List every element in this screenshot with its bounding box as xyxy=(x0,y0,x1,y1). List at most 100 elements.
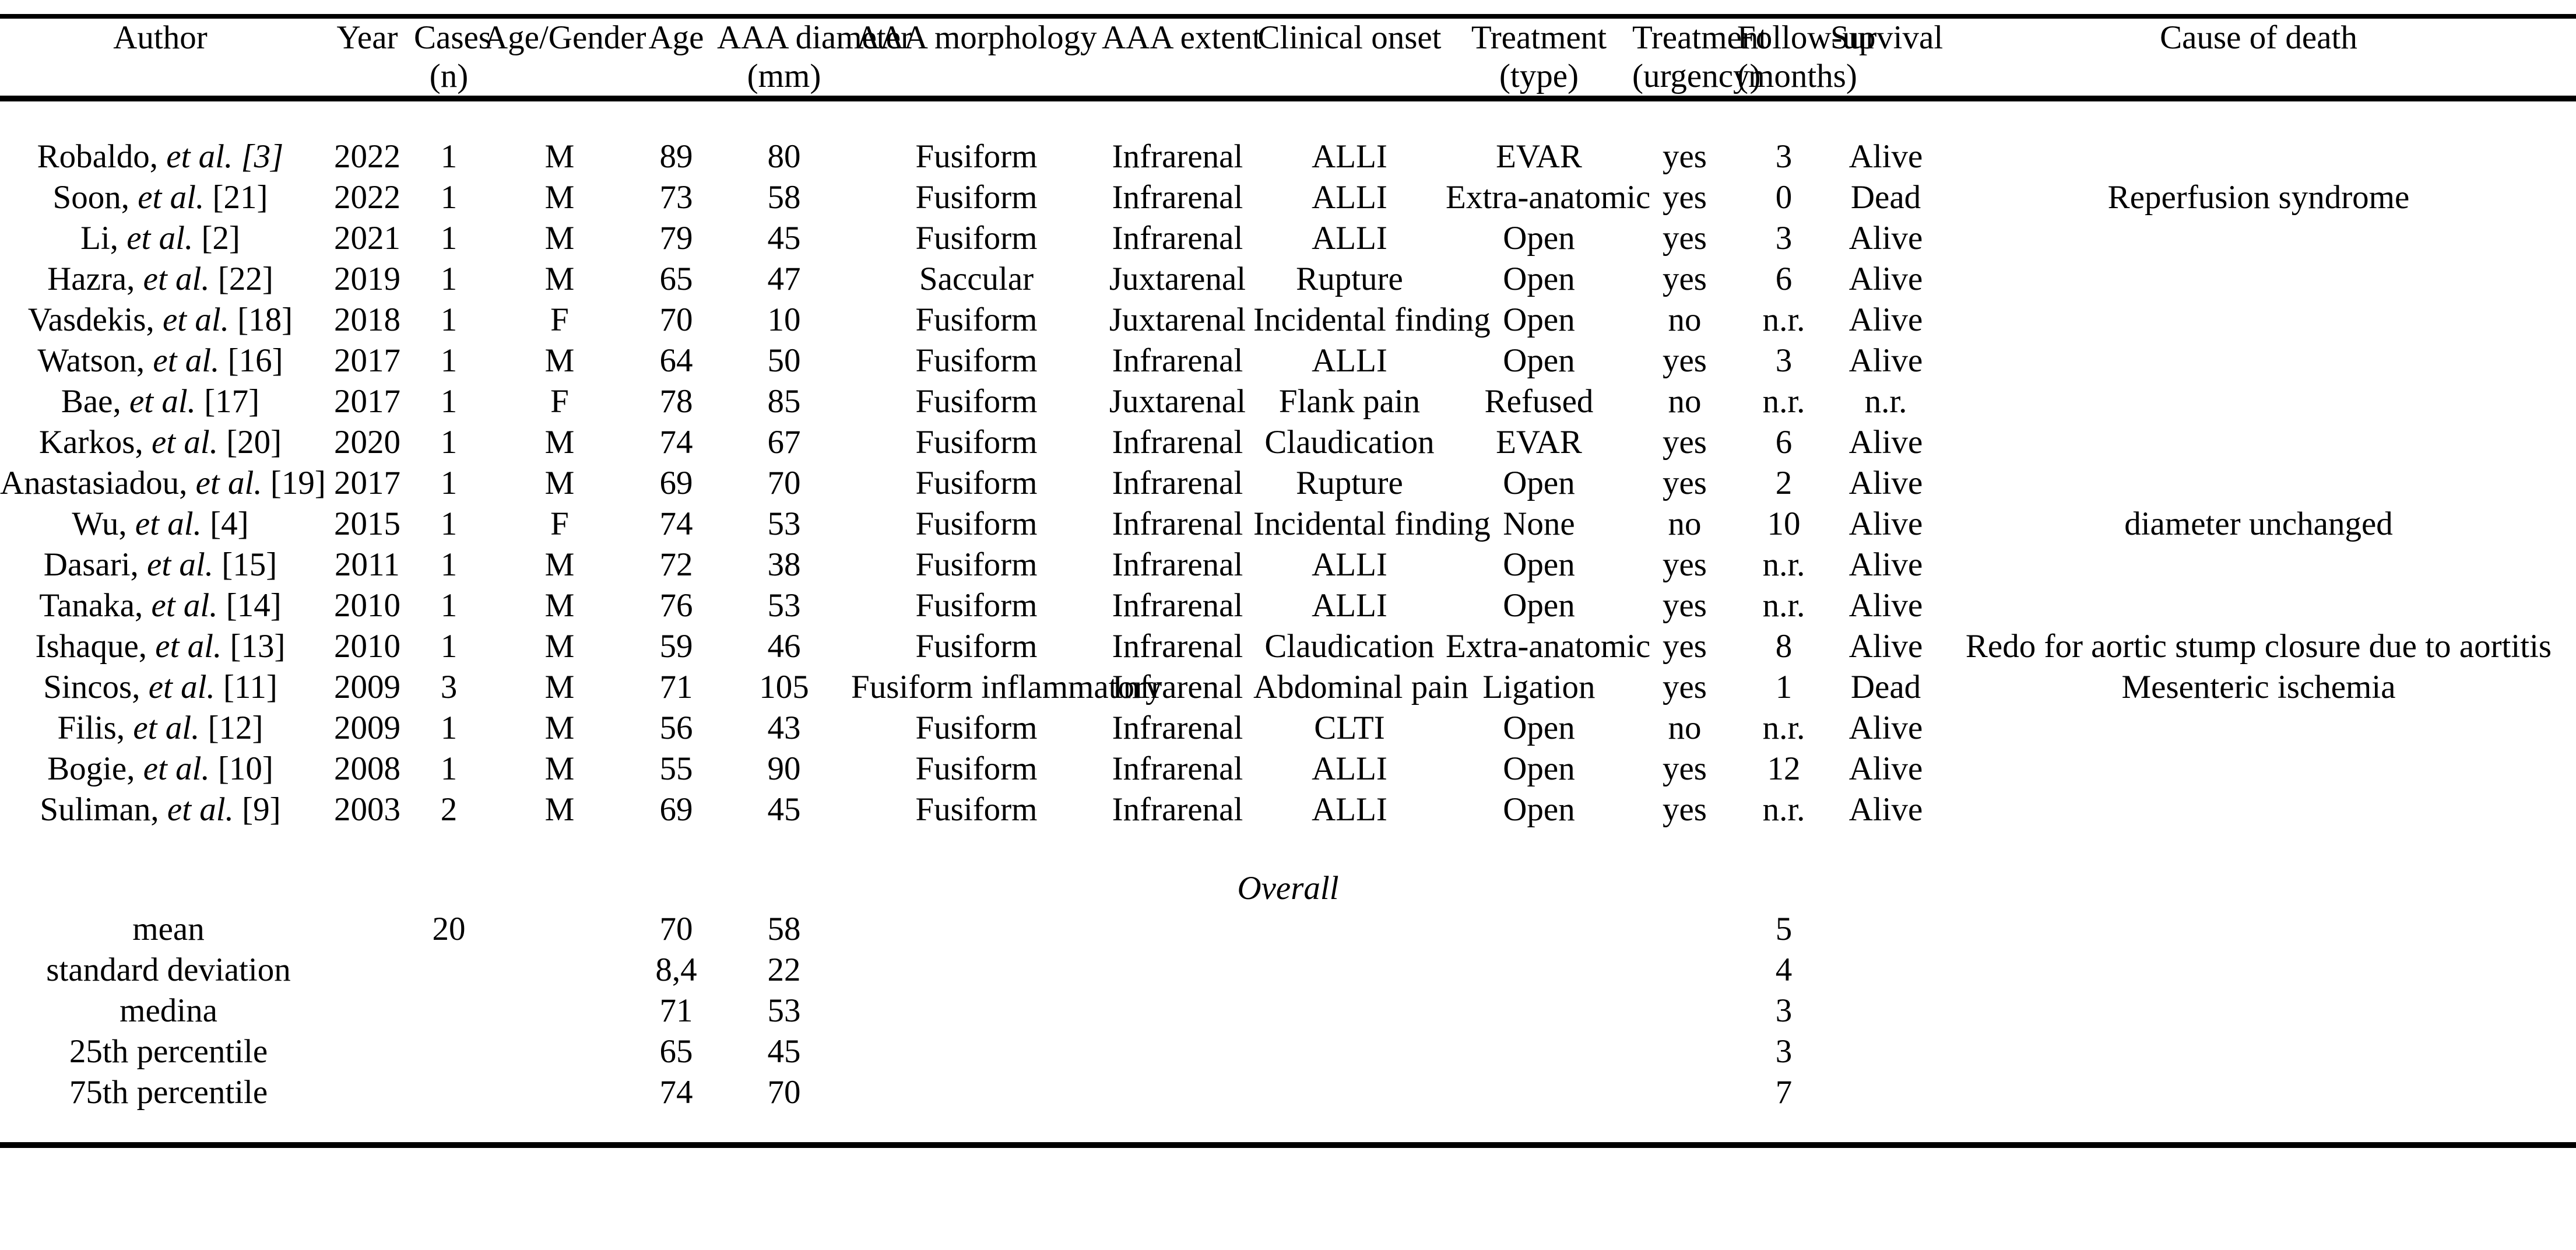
cell-morphology: Fusiform xyxy=(915,301,1038,338)
author-reference: [20] xyxy=(226,424,282,461)
cell-treatment: Extra-anatomic xyxy=(1446,179,1651,216)
cell-cause xyxy=(1941,300,2576,340)
author-reference: [10] xyxy=(217,750,273,787)
cell-gender: M xyxy=(544,261,575,297)
spacer-row xyxy=(0,830,2576,868)
table-row: Filis, et al. [12] 2009 1 M 56 43 Fusiform Infr… xyxy=(0,708,2576,749)
column-header-followup: Follow-up (months) xyxy=(1737,14,1876,101)
summary-cell-treatment xyxy=(1446,950,1632,991)
cell-treatment: Open xyxy=(1503,301,1575,338)
header-line2 xyxy=(0,57,321,96)
summary-cell-followup: 5 xyxy=(1775,911,1793,947)
cell-cause: Mesenteric ischemia xyxy=(2121,669,2396,705)
summary-cell-followup: 3 xyxy=(1775,1033,1793,1070)
author-name: Filis, xyxy=(57,710,125,746)
summary-cell-cause xyxy=(1941,1031,2576,1072)
summary-cell-survival xyxy=(1830,991,1941,1031)
cell-survival: Alive xyxy=(1848,465,1923,501)
cell-age: 55 xyxy=(659,750,693,787)
column-header-author: Author xyxy=(0,14,321,101)
summary-cell-morphology xyxy=(851,991,1102,1031)
summary-cell-treatment xyxy=(1446,1031,1632,1072)
table-row: Robaldo, et al. [3] 2022 1 M 89 80 Fusiform Inf… xyxy=(0,136,2576,177)
author-name: Robaldo, xyxy=(37,138,159,175)
header-line1: Cases xyxy=(414,19,491,56)
cell-survival: Alive xyxy=(1848,587,1923,624)
column-header-diameter: AAA diameter (mm) xyxy=(717,14,912,101)
cell-diameter: 10 xyxy=(767,301,801,338)
cell-urgency: yes xyxy=(1663,465,1707,501)
cell-author: Ishaque, et al. [13] xyxy=(0,626,321,667)
summary-cell-extent xyxy=(1102,950,1253,991)
cell-followup: n.r. xyxy=(1762,383,1805,420)
table-row: Karkos, et al. [20] 2020 1 M 74 67 Fusiform Inf… xyxy=(0,422,2576,463)
cell-extent: Infrarenal xyxy=(1112,546,1243,583)
cell-onset: Abdominal pain xyxy=(1253,669,1468,705)
cell-onset: Flank pain xyxy=(1278,383,1421,420)
cell-cause xyxy=(1941,340,2576,381)
cell-treatment: Extra-anatomic xyxy=(1446,628,1651,665)
cell-cause: Redo for aortic stump closure due to aor… xyxy=(1965,628,2552,665)
cell-cause xyxy=(1941,463,2576,504)
cell-morphology: Fusiform xyxy=(915,424,1038,461)
cell-gender: M xyxy=(544,220,575,257)
cell-cause xyxy=(1941,136,2576,177)
author-name: Tanaka, xyxy=(39,587,143,624)
summary-cell-author: 25th percentile xyxy=(69,1033,268,1070)
cell-morphology: Fusiform xyxy=(915,546,1038,583)
summary-cell-treatment xyxy=(1446,991,1632,1031)
header-line1: AAA extent xyxy=(1102,19,1261,56)
cell-diameter: 67 xyxy=(767,424,801,461)
summary-cell-morphology xyxy=(851,1031,1102,1072)
cell-author: Watson, et al. [16] xyxy=(0,340,321,381)
author-name: Anastasiadou, xyxy=(0,465,188,501)
summary-cell-cases xyxy=(414,991,484,1031)
cell-morphology: Fusiform xyxy=(915,628,1038,665)
spacer-cell xyxy=(0,830,2576,868)
header-line1: Age/Gender xyxy=(484,19,646,56)
cell-cases: 1 xyxy=(440,261,458,297)
cell-year: 2017 xyxy=(334,342,400,379)
cell-gender: M xyxy=(544,546,575,583)
author-name: Bae, xyxy=(61,383,121,420)
column-header-extent: AAA extent xyxy=(1102,14,1261,101)
column-header-onset: Clinical onset xyxy=(1253,14,1446,101)
author-etal: et al. xyxy=(147,546,214,583)
cell-urgency: yes xyxy=(1663,669,1707,705)
cell-gender: M xyxy=(544,424,575,461)
cell-gender: F xyxy=(550,383,569,420)
author-reference: [13] xyxy=(230,628,286,665)
cell-diameter: 53 xyxy=(767,505,801,542)
column-header-gender: Age/Gender xyxy=(484,14,646,101)
header-line2 xyxy=(484,57,635,96)
summary-cell-treatment xyxy=(1446,909,1632,950)
author-etal: et al. xyxy=(195,465,262,501)
cell-morphology: Saccular xyxy=(919,261,1034,297)
summary-cell-urgency xyxy=(1632,950,1737,991)
summary-cell-author: 75th percentile xyxy=(69,1074,268,1111)
author-etal: et al. xyxy=(129,383,196,420)
cell-cases: 1 xyxy=(440,301,458,338)
cell-onset: Claudication xyxy=(1264,424,1435,461)
cell-cause xyxy=(1941,381,2576,422)
cell-author: Karkos, et al. [20] xyxy=(0,422,321,463)
cell-extent: Juxtarenal xyxy=(1109,301,1246,338)
summary-cell-year xyxy=(321,909,414,950)
cell-year: 2017 xyxy=(334,465,400,501)
author-etal: et al. xyxy=(167,791,234,828)
author-reference: [15] xyxy=(222,546,277,583)
cell-diameter: 38 xyxy=(767,546,801,583)
author-etal: et al. xyxy=(126,220,194,257)
summary-cell-diameter: 53 xyxy=(767,992,801,1029)
cell-cases: 1 xyxy=(440,179,458,216)
header-line1: Treatment xyxy=(1471,19,1607,56)
table-row: Tanaka, et al. [14] 2010 1 M 76 53 Fusiform Inf… xyxy=(0,585,2576,626)
cell-followup: 6 xyxy=(1775,261,1793,297)
column-header-age: Age xyxy=(635,14,717,101)
table-row: Wu, et al. [4] 2015 1 F 74 53 Fusiform Infraren… xyxy=(0,504,2576,545)
author-name: Bogie, xyxy=(47,750,135,787)
header-line2 xyxy=(321,57,414,96)
cell-survival: Alive xyxy=(1848,505,1923,542)
cell-year: 2020 xyxy=(334,424,400,461)
cell-diameter: 53 xyxy=(767,587,801,624)
